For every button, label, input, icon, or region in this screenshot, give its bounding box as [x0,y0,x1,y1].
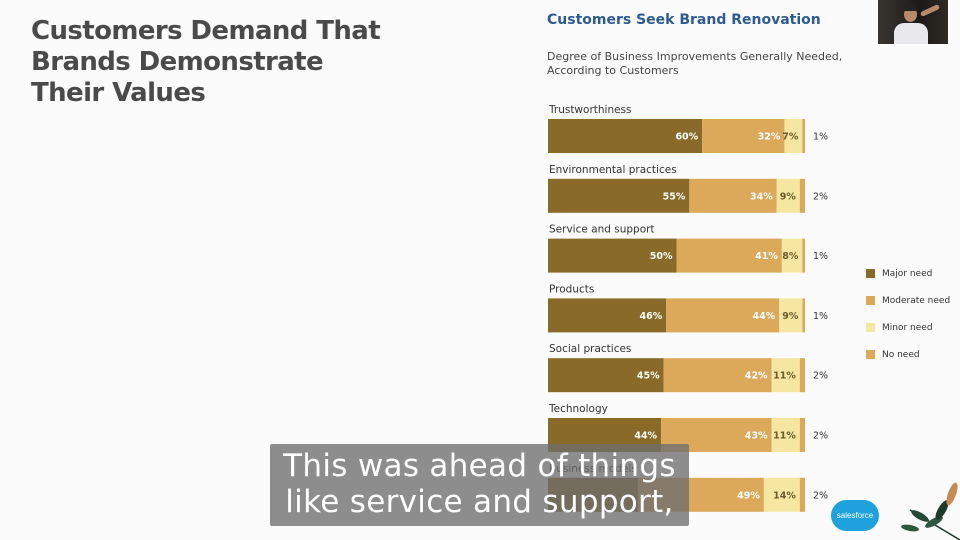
data-label: 44% [753,311,776,322]
bar-segment [689,178,777,213]
legend-swatch [866,269,875,278]
data-label: 8% [782,251,799,262]
legend-item: Minor need [866,314,950,341]
bar-segment [663,358,772,393]
legend-item: Moderate need [866,287,950,314]
legend-label: Moderate need [882,295,951,306]
video-caption: This was ahead of things like service an… [270,444,689,526]
data-label: 9% [780,191,797,202]
data-label: 60% [675,132,698,143]
data-label: 14% [773,490,796,501]
category-label: Technology [548,403,608,415]
data-label: 9% [782,311,799,322]
bar-segment [799,178,805,213]
data-label: 2% [813,431,828,442]
category-label: Products [549,283,594,295]
chart-subtitle: Degree of Business Improvements Generall… [547,50,843,77]
bar-segment [676,238,782,273]
bar-segment [763,477,800,512]
category-label: Trustworthiness [548,104,632,116]
bar-segment [802,238,805,273]
leaf-decoration-icon [901,482,960,540]
data-label: 44% [634,431,657,442]
bar-segment [548,358,664,393]
bar-segment [548,178,690,213]
bar-segment [779,298,803,333]
legend-swatch [866,350,875,359]
bar-segment [799,418,805,452]
logo-text: salesforce [836,511,874,520]
data-label: 55% [663,191,686,202]
bar-segment [799,477,805,512]
caption-line-1: This was ahead of things [283,448,676,484]
legend-label: No need [882,349,920,360]
legend-label: Major need [882,268,933,279]
data-label: 11% [773,371,796,382]
data-label: 11% [773,431,796,442]
legend-item: No need [866,341,950,368]
chart-legend: Major need Moderate need Minor need No n… [866,260,950,368]
data-label: 42% [745,371,768,382]
slide-title: Customers Demand That Brands Demonstrate… [31,16,381,108]
data-label: 1% [813,132,828,143]
bar-segment [548,298,667,333]
data-label: 32% [758,132,781,143]
data-label: 43% [745,431,768,442]
legend-item: Major need [866,260,950,287]
category-label: Social practices [549,343,631,355]
bar-segment [771,358,800,393]
data-label: 2% [813,371,828,382]
data-label: 1% [813,251,828,262]
presenter-body [894,23,928,44]
data-label: 41% [755,251,778,262]
category-label: Environmental practices [549,164,677,176]
bar-segment [666,298,780,333]
data-label: 46% [639,311,662,322]
bar-segment [781,238,803,273]
presenter-hair [904,5,917,11]
legend-swatch [866,296,875,305]
category-label: Service and support [549,224,655,236]
data-label: 1% [813,311,828,322]
caption-line-2: like service and support, [285,484,674,520]
bar-segment [784,119,803,153]
data-label: 34% [750,191,773,202]
bar-segment [702,119,785,153]
presenter-webcam [878,0,948,44]
data-label: 49% [737,490,760,501]
legend-swatch [866,323,875,332]
chart-title: Customers Seek Brand Renovation [547,12,821,28]
data-label: 45% [637,371,660,382]
data-label: 2% [813,191,828,202]
bar-segment [776,178,800,213]
bar-segment [548,119,703,153]
bar-segment [799,358,805,393]
bar-segment [802,298,805,333]
data-label: 50% [650,251,673,262]
bar-segment [548,238,677,273]
salesforce-logo: salesforce [831,500,879,531]
data-label: 2% [813,490,828,501]
legend-label: Minor need [882,322,933,333]
data-label: 7% [782,132,799,143]
bar-segment [771,418,800,452]
bar-segment [802,119,805,153]
